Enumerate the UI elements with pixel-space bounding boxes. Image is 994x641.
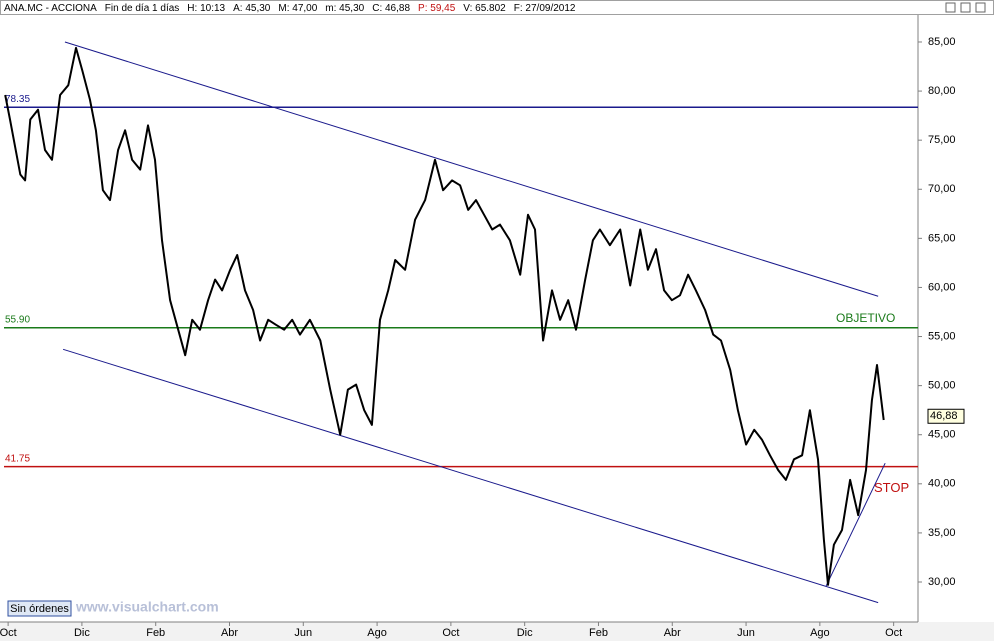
header-field: ANA.MC - ACCIONA	[4, 3, 97, 14]
level-text: STOP	[874, 480, 909, 495]
trendline	[64, 41, 879, 297]
y-tick-label: 75,00	[928, 134, 956, 146]
x-tick-label: Feb	[146, 627, 165, 639]
last-price-box	[927, 408, 965, 424]
minimize-button[interactable]	[945, 2, 956, 13]
x-tick-label: Ago	[810, 627, 830, 639]
header-field: V: 65.802	[463, 3, 506, 14]
x-tick-label: Abr	[221, 627, 238, 639]
level-label: 41.75	[5, 453, 30, 464]
level-label: 55.90	[5, 314, 30, 325]
trendline	[825, 462, 886, 587]
x-axis-strip	[0, 622, 994, 641]
y-tick-label: 35,00	[928, 527, 956, 539]
level-label: 78.35	[5, 94, 30, 105]
y-tick-label: 45,00	[928, 429, 956, 441]
last-price-label: 46,88	[930, 410, 958, 422]
header-field: M: 47,00	[278, 3, 317, 14]
x-tick-label: Feb	[589, 627, 608, 639]
x-tick-label: Oct	[442, 627, 459, 639]
header-field: H: 10:13	[187, 3, 225, 14]
x-tick-label: Abr	[664, 627, 681, 639]
header-field: Fin de día 1 días	[105, 3, 180, 14]
y-tick-label: 80,00	[928, 85, 956, 97]
y-tick-label: 60,00	[928, 281, 956, 293]
x-tick-label: Jun	[737, 627, 755, 639]
header-field: P: 59,45	[418, 3, 456, 14]
watermark: www.visualchart.com	[75, 599, 219, 615]
x-tick-label: Dic	[74, 627, 90, 639]
y-tick-label: 55,00	[928, 330, 956, 342]
x-tick-label: Dic	[517, 627, 533, 639]
header-text: ANA.MC - ACCIONA Fin de día 1 días H: 10:1…	[4, 3, 576, 14]
level-text: OBJETIVO	[836, 311, 895, 325]
y-tick-label: 40,00	[928, 478, 956, 490]
y-tick-label: 85,00	[928, 36, 956, 48]
x-tick-label: Jun	[294, 627, 312, 639]
x-tick-label: Oct	[0, 627, 17, 639]
maximize-button[interactable]	[960, 2, 971, 13]
header-field: F: 27/09/2012	[514, 3, 576, 14]
orders-box[interactable]	[7, 600, 72, 617]
y-tick-label: 65,00	[928, 232, 956, 244]
window-buttons	[945, 2, 986, 13]
header-field: m: 45,30	[325, 3, 364, 14]
header-field: A: 45,30	[233, 3, 271, 14]
price-line	[4, 46, 885, 586]
y-tick-label: 70,00	[928, 183, 956, 195]
header-field: C: 46,88	[372, 3, 410, 14]
y-tick-label: 30,00	[928, 576, 956, 588]
x-tick-label: Oct	[885, 627, 902, 639]
x-tick-label: Ago	[367, 627, 387, 639]
close-button[interactable]	[975, 2, 986, 13]
y-tick-label: 50,00	[928, 380, 956, 392]
orders-label[interactable]: Sin órdenes	[10, 603, 69, 615]
trendline	[62, 348, 879, 604]
